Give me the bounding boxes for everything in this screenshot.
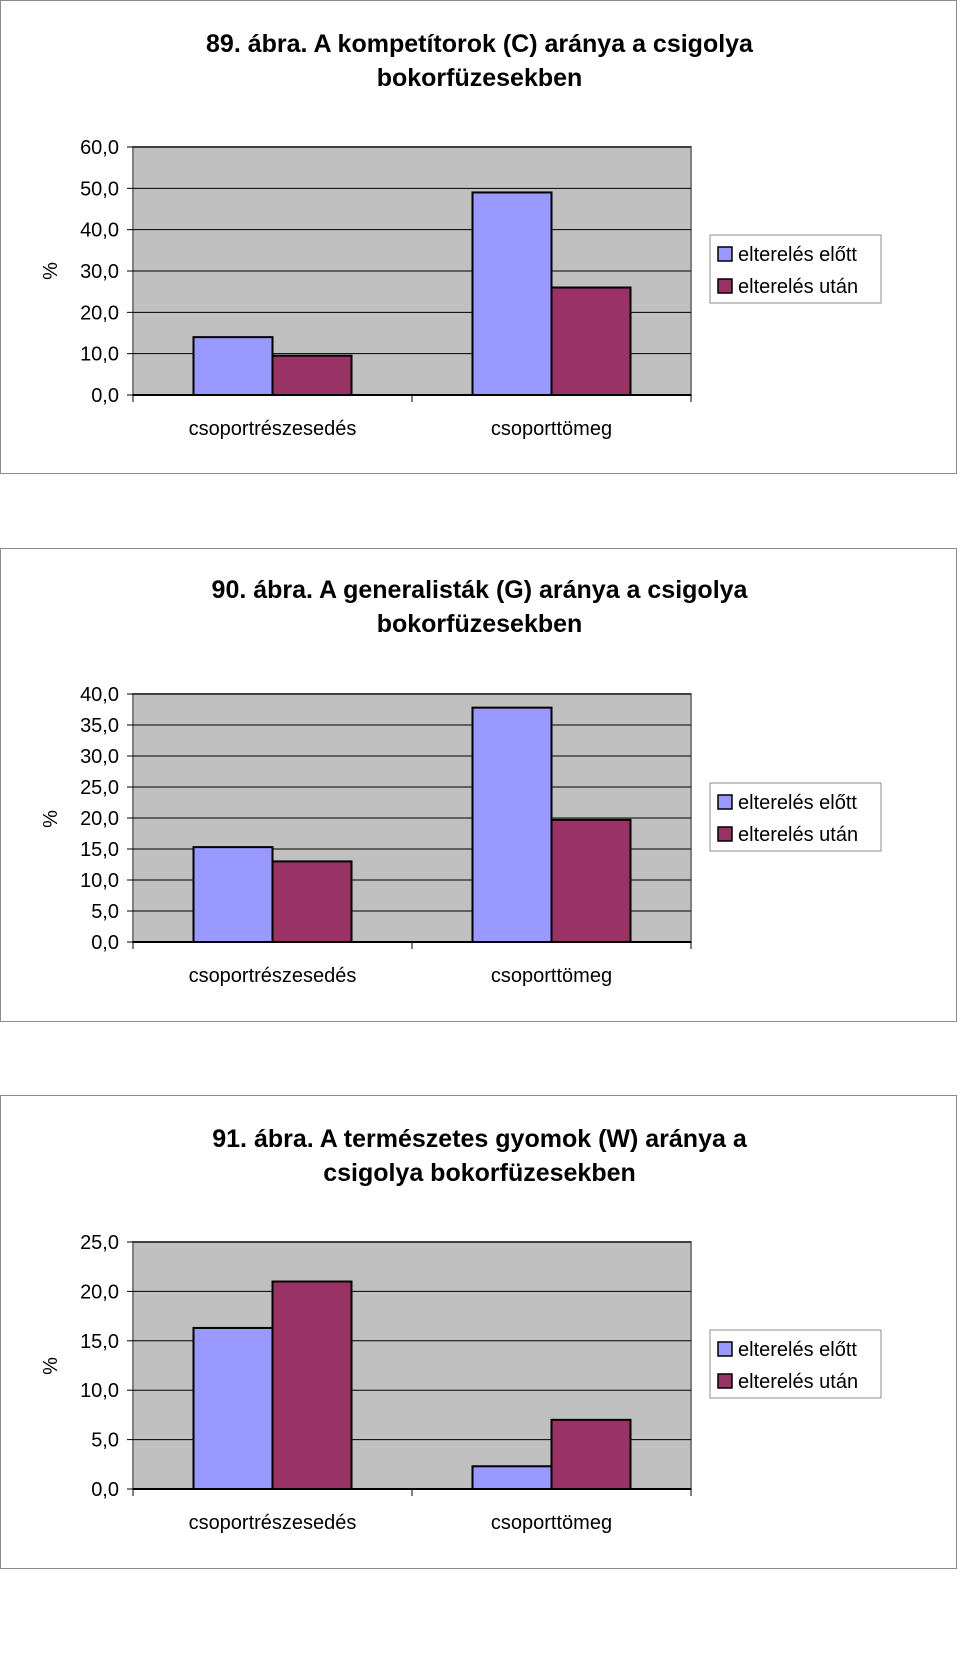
y-tick-label: 40,0: [80, 684, 119, 706]
bar-elotte-1: [471, 706, 553, 943]
y-axis-label: %: [40, 1357, 62, 1375]
y-tick-label: 15,0: [80, 839, 119, 861]
chart-title-line-2: bokorfüzesekben: [376, 610, 583, 638]
y-tick-label: 50,0: [80, 178, 119, 200]
x-category-label: csoporttömeg: [491, 418, 612, 440]
y-tick-label: 40,0: [80, 220, 119, 242]
bar-utana-1: [550, 818, 632, 943]
y-tick-label: 10,0: [80, 870, 119, 892]
legend: elterelés előtt elterelés után: [709, 234, 882, 304]
chart-panel-91: 91. ábra. A természetes gyomok (W) arány…: [0, 1095, 957, 1569]
chart-title: 89. ábra. A kompetítorok (C) aránya a cs…: [1, 27, 958, 95]
legend-label: elterelés után: [738, 824, 858, 846]
legend-label: elterelés után: [738, 1371, 858, 1393]
y-tick-label: 30,0: [80, 746, 119, 768]
legend: elterelés előtt elterelés után: [709, 1329, 882, 1399]
y-tick-label: 30,0: [80, 261, 119, 283]
legend-swatch: [717, 1341, 733, 1357]
x-category-label: csoportrészesedés: [189, 965, 357, 987]
chart-title: 91. ábra. A természetes gyomok (W) arány…: [1, 1122, 958, 1190]
x-category-label: csoportrészesedés: [189, 418, 357, 440]
legend-label: elterelés után: [738, 276, 858, 298]
legend: elterelés előtt elterelés után: [709, 782, 882, 852]
chart-title-line-1: 90. ábra. A generalisták (G) aránya a cs…: [211, 576, 748, 604]
bar-chart-91: 0,0 5,0 10,0 15,0 20,0 25,0 csoportrészesedés c…: [40, 1232, 882, 1534]
legend-box: [709, 234, 882, 304]
y-tick-label: 20,0: [80, 302, 119, 324]
y-tick-label: 20,0: [80, 1281, 119, 1303]
y-axis-label: %: [40, 810, 62, 828]
legend-label: elterelés előtt: [738, 1339, 857, 1361]
y-tick-label: 0,0: [91, 385, 119, 407]
legend-label: elterelés előtt: [738, 792, 857, 814]
y-tick-label: 25,0: [80, 777, 119, 799]
bar-elotte-0: [192, 846, 274, 944]
bar-utana-0: [271, 354, 353, 397]
y-tick-label: 20,0: [80, 808, 119, 830]
chart-title-line-1: 91. ábra. A természetes gyomok (W) arány…: [212, 1125, 747, 1153]
bar-elotte-0: [192, 1326, 274, 1490]
y-tick-label: 10,0: [80, 1380, 119, 1402]
y-tick-label: 35,0: [80, 715, 119, 737]
chart-title-line-2: bokorfüzesekben: [376, 64, 583, 92]
y-tick-label: 10,0: [80, 344, 119, 366]
bar-utana-1: [550, 286, 632, 396]
bar-utana-0: [271, 860, 353, 943]
legend-swatch: [717, 278, 733, 294]
legend-box: [709, 782, 882, 852]
chart-panel-89: 89. ábra. A kompetítorok (C) aránya a cs…: [0, 0, 957, 474]
y-tick-label: 15,0: [80, 1331, 119, 1353]
x-category-label: csoporttömeg: [491, 1512, 612, 1534]
bar-elotte-0: [192, 336, 274, 396]
x-category-label: csoportrészesedés: [189, 1512, 357, 1534]
chart-title-line-2: csigolya bokorfüzesekben: [323, 1159, 636, 1187]
chart-title-line-1: 89. ábra. A kompetítorok (C) aránya a cs…: [206, 30, 753, 58]
bar-utana-1: [550, 1418, 632, 1490]
bar-elotte-1: [471, 191, 553, 396]
bar-chart-89: 0,0 10,0 20,0 30,0 40,0 50,0 60,0 csoportrészes…: [40, 137, 882, 440]
y-tick-label: 60,0: [80, 137, 119, 159]
chart-panel-90: 90. ábra. A generalisták (G) aránya a cs…: [0, 548, 957, 1022]
legend-swatch: [717, 1373, 733, 1389]
legend-swatch: [717, 246, 733, 262]
x-category-label: csoporttömeg: [491, 965, 612, 987]
y-tick-label: 5,0: [91, 1430, 119, 1452]
y-tick-label: 5,0: [91, 901, 119, 923]
legend-swatch: [717, 794, 733, 810]
bar-utana-0: [271, 1280, 353, 1490]
bar-elotte-1: [471, 1465, 553, 1490]
legend-swatch: [717, 826, 733, 842]
y-axis-label: %: [40, 262, 62, 280]
y-tick-label: 0,0: [91, 932, 119, 954]
y-tick-label: 0,0: [91, 1479, 119, 1501]
legend-box: [709, 1329, 882, 1399]
y-tick-label: 25,0: [80, 1232, 119, 1254]
legend-label: elterelés előtt: [738, 244, 857, 266]
chart-title: 90. ábra. A generalisták (G) aránya a cs…: [1, 573, 958, 641]
bar-chart-90: 0,0 5,0 10,0 15,0 20,0 25,0 30,0 35,0 40,0 csopor…: [40, 684, 882, 987]
